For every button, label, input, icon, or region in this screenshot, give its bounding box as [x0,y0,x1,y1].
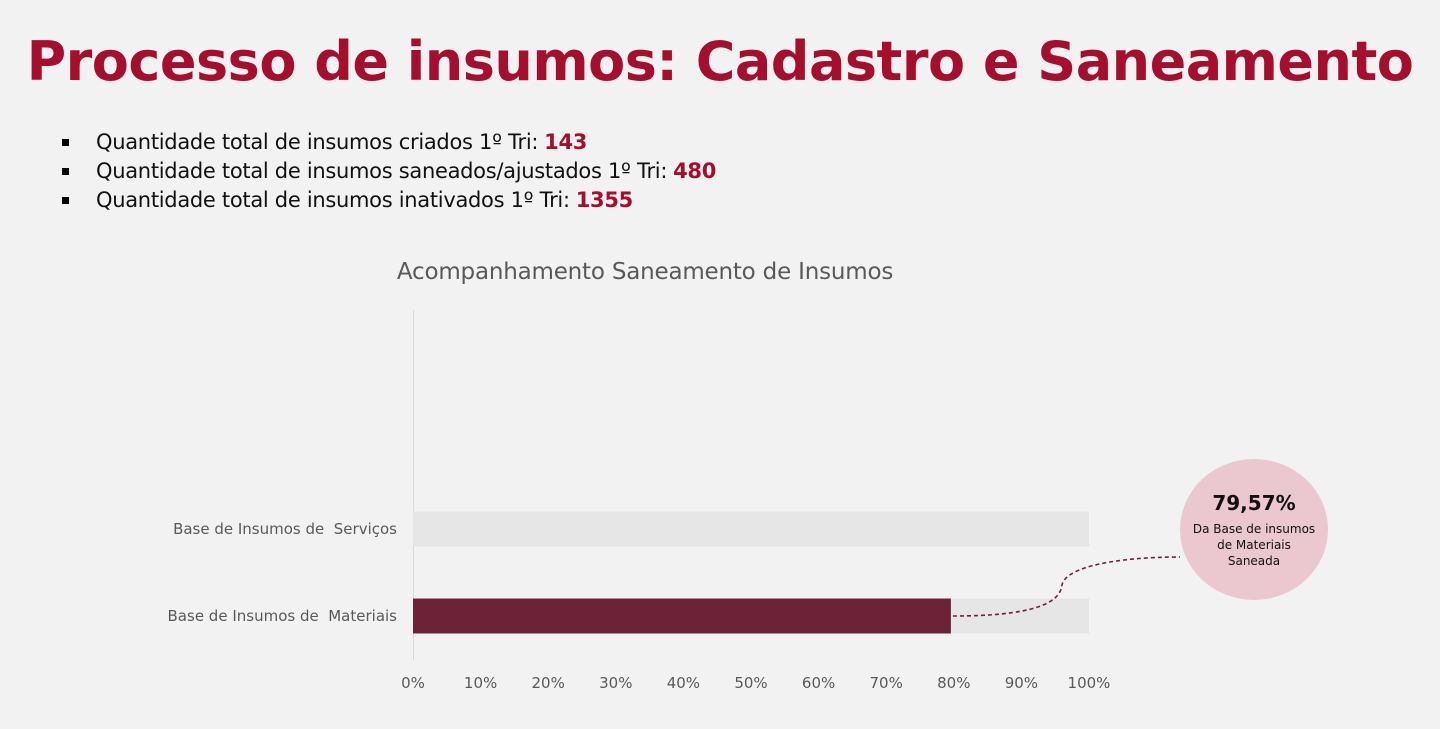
summary-value: 480 [673,159,717,183]
x-tick-label: 90% [1005,674,1038,692]
x-tick-label: 50% [734,674,767,692]
page-title: Processo de insumos: Cadastro e Saneamen… [26,30,1414,93]
bar-track [413,511,1089,547]
summary-value: 1355 [575,188,634,212]
annotation-bubble: 79,57% Da Base de insumos de Materiais S… [1180,459,1328,600]
x-tick-label: 100% [1068,674,1111,692]
x-tick-label: 80% [937,674,970,692]
bullet-square-icon [62,197,69,204]
x-tick-label: 20% [532,674,565,692]
summary-text: Quantidade total de insumos inativados 1… [96,188,570,212]
x-tick-label: 70% [870,674,903,692]
summary-text: Quantidade total de insumos saneados/aju… [96,159,668,183]
bar [413,598,951,634]
x-tick-label: 0% [401,674,425,692]
bullet-square-icon [62,139,69,146]
x-tick-label: 30% [599,674,632,692]
x-tick-label: 10% [464,674,497,692]
annotation-leader-line [952,556,1181,617]
summary-list: Quantidade total de insumos criados 1º T… [62,128,716,215]
category-label: Base de Insumos de Materiais [168,607,398,625]
annotation-text: Da Base de insumos de Materiais Saneada [1192,521,1316,568]
x-tick-label: 60% [802,674,835,692]
summary-item-created: Quantidade total de insumos criados 1º T… [62,128,716,157]
category-label: Base de Insumos de Serviços [173,520,397,538]
summary-item-inactivated: Quantidade total de insumos inativados 1… [62,186,716,215]
bullet-square-icon [62,168,69,175]
annotation-value: 79,57% [1212,490,1296,515]
summary-text: Quantidade total de insumos criados 1º T… [96,130,539,154]
summary-item-sanitized: Quantidade total de insumos saneados/aju… [62,157,716,186]
summary-value: 143 [544,130,588,154]
x-tick-label: 40% [667,674,700,692]
chart-title: Acompanhamento Saneamento de Insumos [396,259,894,285]
